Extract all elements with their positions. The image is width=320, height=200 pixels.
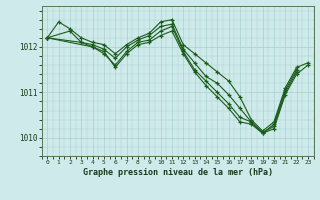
X-axis label: Graphe pression niveau de la mer (hPa): Graphe pression niveau de la mer (hPa) xyxy=(83,168,273,177)
